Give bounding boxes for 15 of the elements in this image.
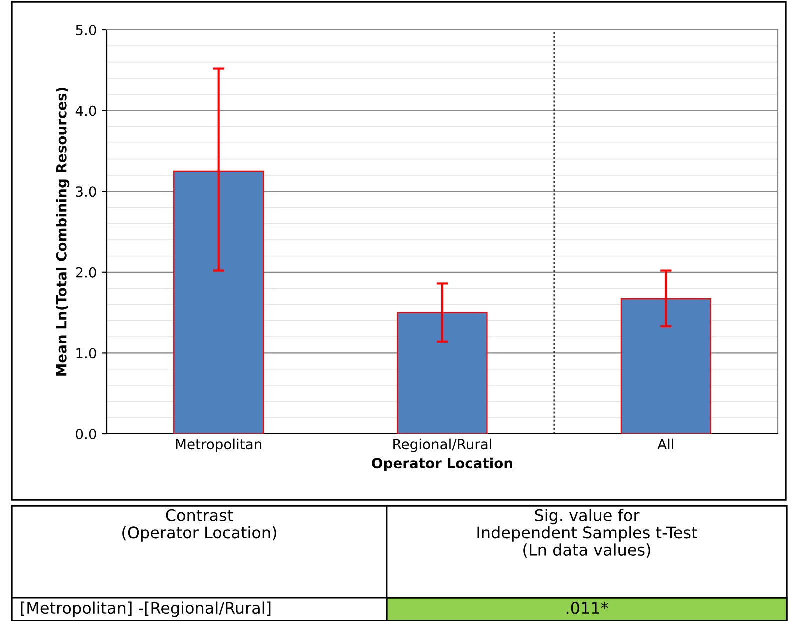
y-tick-label: 2.0: [76, 267, 96, 278]
x-tick-label: All: [658, 438, 674, 450]
text: .011*: [566, 602, 608, 614]
y-tick-label: 3.0: [76, 186, 96, 198]
text: Contrast (Operator Location): [122, 509, 276, 542]
x-tick-label: Metropolitan: [176, 438, 262, 452]
y-tick-label: 0.0: [76, 428, 96, 440]
x-axis-title: Operator Location: [372, 458, 512, 472]
y-tick-label: 1.0: [76, 348, 96, 359]
text: [Metropolitan] -[Regional/Rural]: [21, 602, 271, 618]
y-tick-label: 4.0: [76, 106, 96, 116]
x-tick-label: Regional/Rural: [394, 438, 492, 452]
text: Sig. value for Independent Samples t-Test (Ln data values): [478, 509, 698, 558]
y-axis-title: Mean Ln(Total Combining Resources): [56, 88, 70, 376]
y-tick-label: 5.0: [76, 24, 96, 36]
